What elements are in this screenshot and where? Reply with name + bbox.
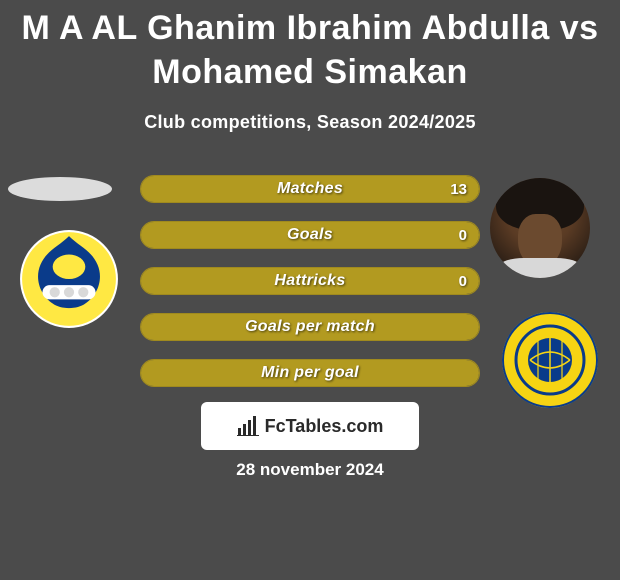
club-badge-left [18, 228, 120, 330]
subtitle: Club competitions, Season 2024/2025 [0, 112, 620, 133]
club-badge-right [500, 310, 600, 410]
stat-label: Hattricks [141, 268, 479, 294]
fctables-logo-text: FcTables.com [265, 416, 384, 437]
stat-row: Goals0 [140, 221, 480, 249]
page-title: M A AL Ghanim Ibrahim Abdulla vs Mohamed… [0, 0, 620, 94]
stat-value-right: 13 [450, 176, 467, 202]
stat-label: Min per goal [141, 360, 479, 386]
fctables-logo: FcTables.com [201, 402, 419, 450]
stat-row: Matches13 [140, 175, 480, 203]
stat-value-right: 0 [459, 222, 467, 248]
bar-chart-icon [237, 416, 259, 436]
stat-label: Matches [141, 176, 479, 202]
stat-row: Hattricks0 [140, 267, 480, 295]
stat-label: Goals [141, 222, 479, 248]
player-avatar-left-placeholder [8, 177, 112, 201]
stat-value-right: 0 [459, 268, 467, 294]
stats-comparison: Matches13Goals0Hattricks0Goals per match… [140, 175, 480, 405]
stat-row: Min per goal [140, 359, 480, 387]
date-label: 28 november 2024 [0, 460, 620, 480]
player-avatar-right [490, 178, 590, 278]
stat-label: Goals per match [141, 314, 479, 340]
stat-row: Goals per match [140, 313, 480, 341]
